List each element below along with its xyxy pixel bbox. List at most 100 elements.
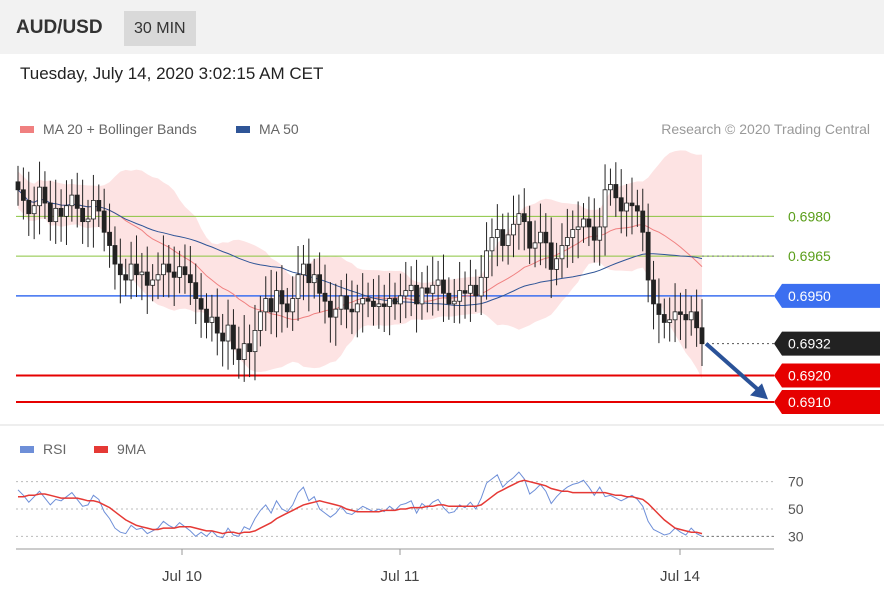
candle-body (295, 274, 301, 299)
candle-body (187, 274, 193, 284)
current-price-label: 0.6932 (788, 336, 831, 352)
candle-body (699, 327, 705, 345)
candle-body (543, 231, 549, 244)
candle-body (64, 205, 69, 217)
candle-body (85, 218, 91, 223)
rsi-swatch (20, 445, 34, 453)
candle-body (327, 300, 333, 318)
legend-rsi-label: RSI (43, 441, 67, 457)
level-label: 0.6910 (788, 394, 831, 410)
rsi-line (17, 471, 703, 539)
ma20-line (17, 189, 703, 321)
currency-pair: AUD/USD (16, 17, 103, 38)
header-bar: AUD/USD 30 MIN (0, 0, 884, 54)
credit-text: Research © 2020 Trading Central (661, 121, 870, 137)
candle-body (231, 324, 236, 350)
candle-body (311, 274, 317, 284)
candle-body (376, 303, 382, 307)
candle-body (559, 245, 565, 260)
candle-body (128, 263, 134, 281)
x-tick-label: Jul 10 (162, 568, 202, 585)
candle-body (468, 284, 473, 294)
rsi-ma-line (18, 479, 703, 535)
forecast-arrow-shaft (704, 342, 762, 393)
candle-body (15, 181, 21, 191)
candle-body (360, 298, 366, 305)
candle-body (47, 202, 53, 223)
candle-body (290, 298, 296, 313)
candle-body (651, 279, 656, 305)
candle-body (134, 263, 139, 276)
level-label: 0.6965 (788, 248, 831, 264)
candle-body (678, 311, 683, 315)
candle-body (564, 237, 570, 246)
bollinger-band-area (18, 150, 702, 379)
candle-body (338, 295, 344, 310)
candle-body (414, 284, 419, 305)
candle-body (683, 314, 689, 321)
candle-body (150, 279, 156, 286)
current-price-tag (774, 331, 880, 356)
candle-body (112, 245, 118, 265)
timeframe-badge[interactable]: 30 MIN (124, 11, 196, 46)
candle-body (381, 303, 387, 307)
candle-body (581, 218, 586, 228)
candle-body (608, 184, 613, 191)
candle-body (91, 200, 96, 220)
candle-body (403, 290, 409, 297)
candle-body (107, 231, 112, 246)
candle-body (500, 229, 506, 246)
candle-body (645, 231, 651, 281)
candle-body (688, 311, 694, 321)
candle-body (521, 213, 527, 223)
candle-body (204, 308, 209, 323)
candle-body (575, 226, 581, 230)
candle-body (252, 330, 258, 353)
candle-body (451, 300, 457, 305)
x-tick-label: Jul 11 (381, 568, 420, 585)
candle-body (516, 213, 522, 225)
candle-body (20, 189, 26, 201)
level-label: 0.6920 (788, 368, 831, 384)
candle-body (457, 290, 463, 302)
candle-body (570, 229, 576, 238)
level-tag-red (774, 363, 880, 388)
level-label: 0.6980 (788, 208, 831, 224)
ma50-swatch (236, 125, 250, 133)
candle-body (597, 226, 603, 241)
x-tick-label: Jul 14 (660, 568, 700, 585)
candle-body (96, 200, 102, 212)
candle-body (144, 271, 150, 286)
candle-body (387, 298, 393, 307)
legend-rsi: RSI (20, 441, 66, 457)
candle-body (538, 231, 543, 244)
candle-body (446, 292, 452, 305)
candle-body (209, 316, 215, 323)
candle-body (532, 242, 538, 249)
candle-body (161, 263, 166, 276)
candle-body (139, 271, 145, 276)
candle-body (397, 295, 403, 305)
candle-body (225, 324, 231, 342)
candle-body (667, 319, 673, 323)
candle-body (634, 205, 640, 212)
rsi-tick-label: 70 (788, 474, 804, 490)
candle-body (257, 311, 263, 331)
candle-body (74, 194, 80, 209)
candle-body (274, 290, 279, 313)
legend-ma50-label: MA 50 (259, 121, 299, 137)
candle-body (591, 226, 597, 241)
candle-body (408, 284, 414, 292)
candle-body (268, 298, 274, 313)
candle-body (247, 343, 252, 353)
candle-body (661, 314, 667, 323)
candle-body (58, 207, 64, 217)
candle-body (317, 274, 323, 294)
candle-body (629, 202, 635, 207)
candle-body (220, 332, 226, 342)
candle-body (177, 266, 182, 278)
ma20-swatch (20, 125, 34, 133)
candle-body (441, 279, 446, 294)
candle-body (640, 210, 646, 233)
